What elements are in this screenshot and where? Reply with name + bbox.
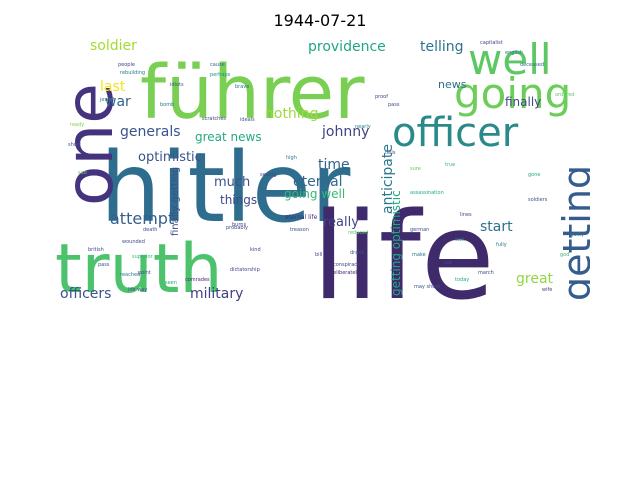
cloud-word: british — [88, 247, 104, 253]
cloud-word: ordered — [555, 92, 574, 98]
cloud-word: dictatorship — [230, 267, 260, 273]
cloud-word: fully — [496, 242, 507, 248]
cloud-word: last — [100, 79, 126, 95]
cloud-word: conspiracy — [333, 262, 360, 268]
cloud-word: brave — [235, 84, 249, 90]
cloud-word: johnny — [321, 124, 369, 140]
cloud-word: officer — [392, 110, 519, 156]
cloud-word: kind — [250, 247, 261, 253]
cloud-word: assassination — [410, 190, 444, 196]
cloud-word: bomb — [160, 102, 174, 108]
cloud-word: scratches — [202, 116, 226, 122]
cloud-word: tells — [385, 150, 396, 156]
cloud-word: getting optimistic — [389, 190, 403, 296]
cloud-word: attempt — [110, 209, 174, 228]
cloud-word: reached — [120, 272, 140, 278]
cloud-word: god — [560, 252, 569, 258]
cloud-word: point — [138, 270, 151, 276]
cloud-word: well — [468, 36, 552, 84]
cloud-word: bill — [315, 252, 322, 258]
cloud-word: probably — [226, 225, 248, 231]
cloud-word: sick — [455, 237, 465, 243]
cloud-word: gone — [528, 172, 540, 178]
cloud-word: perhaps — [210, 72, 231, 78]
cloud-word: soldiers — [528, 197, 548, 203]
cloud-word: eternal — [293, 174, 343, 190]
cloud-word: deceased — [520, 62, 544, 68]
cloud-word: comrades — [185, 277, 210, 283]
cloud-word: wife — [542, 287, 552, 293]
cloud-word: life — [312, 188, 495, 306]
cloud-word: superior — [132, 254, 154, 260]
cloud-word: soldier — [90, 38, 137, 54]
cloud-word: anticipate — [380, 144, 396, 214]
cloud-word: make — [412, 252, 426, 258]
cloud-word: jewish — [99, 97, 116, 103]
cloud-word: pass — [98, 262, 110, 268]
cloud-word: nearly — [355, 124, 371, 130]
cloud-word: deliberately — [330, 270, 360, 276]
cloud-word: true — [445, 162, 455, 168]
cloud-word: english — [505, 50, 523, 56]
cloud-word: sad — [78, 170, 87, 176]
cloud-word: news — [438, 78, 467, 91]
cloud-word: ideals — [240, 117, 255, 123]
cloud-word: treason — [290, 227, 309, 233]
cloud-word: rat — [445, 260, 452, 266]
cloud-word: nothing — [265, 106, 318, 122]
cloud-word: war — [105, 94, 131, 110]
cloud-word: getting — [555, 165, 590, 301]
cloud-word: high — [286, 155, 297, 161]
cloud-word: great — [516, 271, 554, 287]
cloud-word: life way — [128, 287, 147, 293]
cloud-word: burns — [232, 222, 246, 228]
cloud-word: reduced — [348, 230, 368, 236]
cloud-word: idiots — [170, 82, 184, 88]
cloud-word: ready — [70, 122, 84, 128]
cloud-word: things — [220, 193, 257, 207]
cloud-word: truth — [55, 230, 222, 306]
cloud-word: much — [214, 175, 250, 190]
cloud-word: drank — [350, 250, 364, 256]
cloud-word: rebuilding — [120, 70, 145, 76]
cloud-word: short — [68, 142, 81, 148]
cloud-word: pass — [388, 102, 400, 108]
cloud-word: may shoot — [414, 284, 440, 290]
cloud-word: capitalist — [480, 40, 503, 46]
cloud-word: great news — [195, 130, 262, 144]
cloud-word: finally getting — [170, 167, 181, 236]
cloud-word: going well — [284, 187, 345, 201]
cloud-word: wounded — [122, 239, 145, 245]
cloud-word: seen — [165, 280, 177, 286]
chart-title: 1944-07-21 — [273, 11, 367, 30]
cloud-word: providence — [308, 39, 386, 55]
cloud-word: military — [190, 286, 243, 302]
cloud-word: going — [454, 69, 571, 118]
cloud-word: proof — [375, 94, 388, 100]
cloud-word: really — [323, 215, 359, 230]
cloud-word: cause — [210, 62, 225, 68]
cloud-word: march — [478, 270, 494, 276]
cloud-word: lines — [460, 212, 472, 218]
cloud-word: optimistic — [138, 150, 202, 165]
cloud-word: seeing — [260, 172, 277, 178]
cloud-word: hitler — [100, 132, 351, 244]
cloud-word: guilty — [570, 232, 584, 238]
cloud-word: sure — [410, 166, 421, 172]
cloud-word: people — [118, 62, 135, 68]
cloud-word: one — [51, 83, 128, 206]
cloud-word: eternal life — [285, 214, 318, 221]
cloud-word: generals — [120, 124, 181, 140]
cloud-word: today — [455, 277, 469, 283]
cloud-word: death — [143, 227, 157, 233]
cloud-word: start — [480, 219, 513, 235]
cloud-word: führer — [140, 50, 365, 136]
cloud-word: german — [410, 227, 429, 233]
cloud-word: time — [318, 157, 350, 173]
cloud-word: finally — [505, 95, 541, 109]
cloud-word: officers — [60, 286, 111, 302]
cloud-word: telling — [420, 39, 464, 55]
